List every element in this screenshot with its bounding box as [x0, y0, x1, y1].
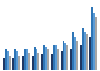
Bar [84, 32, 86, 70]
Bar [38, 53, 39, 70]
Bar [62, 41, 64, 70]
Bar [34, 47, 36, 70]
Bar [5, 49, 7, 70]
Bar [51, 54, 53, 70]
Bar [12, 58, 14, 70]
Bar [80, 45, 82, 70]
Bar [3, 58, 5, 70]
Bar [57, 49, 59, 70]
Bar [24, 49, 26, 70]
Bar [76, 41, 78, 70]
Bar [41, 54, 43, 70]
Bar [14, 49, 16, 70]
Bar [47, 49, 49, 70]
Bar [86, 34, 88, 70]
Bar [45, 47, 47, 70]
Bar [9, 56, 10, 70]
Bar [72, 32, 74, 70]
Bar [43, 45, 45, 70]
Bar [36, 49, 38, 70]
Bar [91, 7, 93, 70]
Bar [22, 56, 24, 70]
Bar [16, 51, 18, 70]
Bar [93, 13, 95, 70]
Bar [64, 43, 66, 70]
Bar [55, 45, 57, 70]
Bar [28, 53, 30, 70]
Bar [32, 56, 34, 70]
Bar [95, 17, 97, 70]
Bar [53, 45, 55, 70]
Bar [66, 45, 68, 70]
Bar [7, 51, 9, 70]
Bar [61, 51, 62, 70]
Bar [26, 49, 28, 70]
Bar [74, 37, 76, 70]
Bar [90, 37, 91, 70]
Bar [18, 56, 20, 70]
Bar [70, 49, 72, 70]
Bar [82, 28, 84, 70]
